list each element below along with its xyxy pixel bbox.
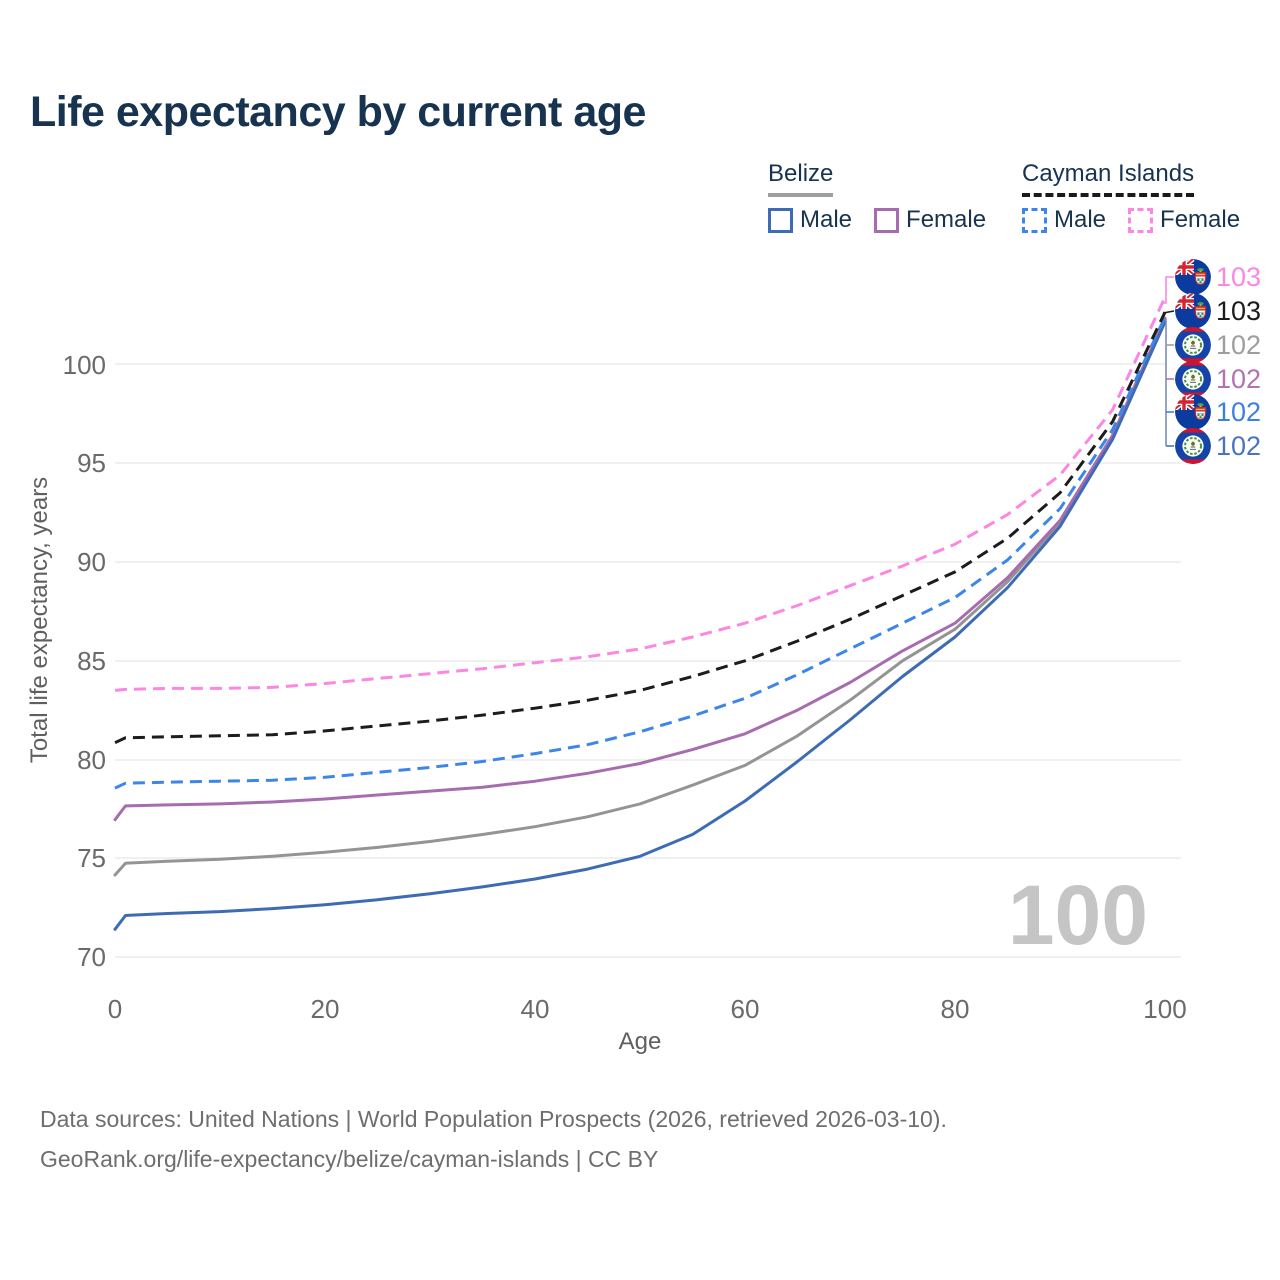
data-sources-note: Data sources: United Nations | World Pop… [40,1106,947,1132]
x-tick: 80 [941,994,970,1024]
belize-flag-icon [1175,361,1211,397]
attribution-note: GeoRank.org/life-expectancy/belize/cayma… [40,1146,659,1172]
cayman-male-swatch-icon [1022,207,1047,233]
page-title: Life expectancy by current age [30,88,646,136]
line-cayman-female [114,296,1167,692]
legend-item-belize-male[interactable]: Male [768,206,852,234]
line-cayman-both-sexes [114,311,1167,745]
line-cayman-male [114,316,1167,790]
legend-item-cayman-female[interactable]: Female [1128,206,1240,234]
series-lines [113,296,1167,931]
x-tick: 20 [311,994,340,1024]
cayman-islands-flag-icon [1175,394,1211,430]
legend-item-label: Female [906,206,987,233]
legend-header-belize[interactable]: Belize [768,160,834,197]
legend-item-label: Female [1160,206,1241,233]
cayman-islands-flag-icon [1175,293,1211,329]
legend-item-label: Male [1054,206,1107,233]
cayman-female-swatch-icon [1128,207,1154,233]
y-tick: 70 [77,942,106,972]
belize-flag-icon [1175,428,1211,464]
y-tick: 100 [63,350,106,380]
y-tick: 85 [77,646,106,676]
belize-flag-icon [1175,327,1211,363]
legend-item-cayman-male[interactable]: Male [1022,206,1106,234]
gridlines [115,363,1181,958]
end-value-label: 103 [1216,262,1261,292]
leader-cayman-female [1162,276,1174,304]
legend-item-label: Male [800,206,853,233]
y-tick: 80 [77,745,106,775]
current-age-watermark: 100 [1008,868,1148,962]
y-tick: 75 [77,843,106,873]
belize-male-swatch-icon [768,207,793,233]
x-tick: 60 [731,994,760,1024]
legend-row-cayman: Male Female [1022,206,1240,234]
line-belize-male [113,320,1167,931]
line-belize-female [113,316,1167,822]
legend-row-belize: Male Female [768,206,986,234]
end-value-label: 102 [1216,431,1261,461]
line-belize-both-sexes [113,317,1167,877]
x-axis-title: Age [619,1028,662,1055]
legend-header-cayman-islands[interactable]: Cayman Islands [1022,160,1195,197]
legend-group-belize: Belize Male Female [768,160,986,234]
y-axis-ticks: 70 75 80 85 90 95 100 [63,350,106,972]
legend-item-belize-female[interactable]: Female [874,206,986,234]
y-tick: 90 [77,547,106,577]
end-value-labels: 103 103 102 102 102 102 [1216,262,1261,461]
x-tick: 100 [1143,994,1186,1024]
y-tick: 95 [77,448,106,478]
x-axis-ticks: 0 20 40 60 80 100 [108,994,1187,1024]
end-value-label: 102 [1216,364,1261,394]
end-value-label: 102 [1216,397,1261,427]
end-label-leaders [1162,276,1175,447]
y-axis-title: Total life expectancy, years [26,477,53,763]
leader-cayman-total [1162,310,1175,314]
cayman-islands-flag-icon [1175,259,1211,295]
end-label-flags [1175,259,1211,464]
end-value-label: 102 [1216,330,1261,360]
x-tick: 40 [521,994,550,1024]
x-tick: 0 [108,994,122,1024]
belize-female-swatch-icon [874,207,900,233]
end-value-label: 103 [1216,296,1261,326]
legend-group-cayman-islands: Cayman Islands Male Female [1022,160,1240,234]
